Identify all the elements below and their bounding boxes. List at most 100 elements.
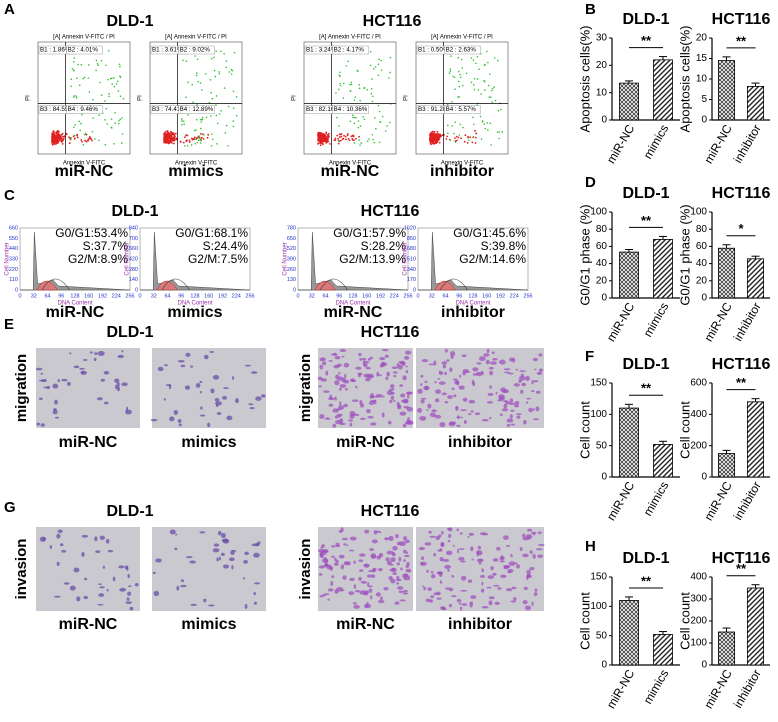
event-dot bbox=[104, 100, 106, 102]
y-axis-label: PI bbox=[138, 95, 144, 101]
cell-blob bbox=[73, 567, 80, 573]
cell-blob bbox=[392, 545, 398, 551]
group-label: inhibitor bbox=[441, 304, 505, 321]
event-dot bbox=[327, 140, 330, 143]
cell-blob bbox=[370, 393, 374, 398]
phase-stat: G2/M:7.5% bbox=[188, 252, 248, 266]
cell-blob bbox=[510, 409, 515, 412]
event-dot bbox=[378, 58, 380, 61]
cell-blob bbox=[220, 533, 226, 539]
cell-blob bbox=[352, 399, 359, 402]
cell-blob bbox=[478, 561, 482, 565]
cell-blob bbox=[222, 538, 230, 544]
cell-blob bbox=[343, 543, 347, 546]
cell-blob bbox=[59, 543, 64, 547]
cell-blob bbox=[54, 416, 60, 419]
cell-blob bbox=[352, 602, 357, 605]
event-dot bbox=[88, 135, 91, 138]
panel-label: H bbox=[585, 538, 596, 555]
cell-blob bbox=[107, 549, 114, 553]
cell-blob bbox=[323, 593, 330, 596]
row-label: invasion bbox=[297, 539, 314, 600]
cell-blob bbox=[370, 356, 374, 360]
cell-blob bbox=[453, 378, 458, 381]
event-dot bbox=[351, 114, 354, 117]
cell-blob bbox=[468, 399, 476, 404]
micrograph bbox=[416, 348, 544, 428]
event-dot bbox=[212, 138, 214, 141]
cell-blob bbox=[520, 389, 524, 394]
event-dot bbox=[473, 77, 476, 80]
y-tick-label: 60 bbox=[596, 241, 608, 252]
event-dot bbox=[452, 75, 454, 78]
chart-title: HCT116 bbox=[712, 185, 771, 202]
cell-blob bbox=[396, 562, 401, 566]
cell-blob bbox=[355, 366, 362, 370]
y-tick-label: 80 bbox=[596, 224, 608, 235]
cell-blob bbox=[248, 403, 254, 406]
event-dot bbox=[339, 75, 341, 78]
event-dot bbox=[501, 131, 503, 133]
event-dot bbox=[215, 50, 217, 52]
y-tick-label: 660 bbox=[9, 225, 18, 231]
cell-blob bbox=[420, 556, 425, 560]
cell-blob bbox=[429, 535, 436, 538]
event-dot bbox=[62, 135, 64, 138]
event-dot bbox=[491, 87, 494, 90]
cell-blob bbox=[390, 391, 395, 395]
event-dot bbox=[91, 139, 93, 142]
cell-blob bbox=[498, 396, 505, 401]
event-dot bbox=[346, 134, 349, 137]
y-tick-label: 0 bbox=[701, 660, 707, 671]
cell-blob bbox=[174, 547, 178, 551]
cell-blob bbox=[439, 422, 446, 428]
event-dot bbox=[56, 132, 59, 135]
event-dot bbox=[344, 135, 347, 138]
cell-blob bbox=[508, 402, 515, 406]
event-dot bbox=[169, 138, 172, 141]
cell-blob bbox=[513, 383, 520, 387]
cell-blob bbox=[199, 390, 202, 394]
cell-blob bbox=[522, 533, 526, 538]
cell-blob bbox=[333, 562, 339, 566]
event-dot bbox=[193, 136, 196, 139]
cell-blob bbox=[212, 374, 220, 380]
x-tick-label: 128 bbox=[70, 293, 79, 299]
cell-blob bbox=[447, 395, 453, 399]
cell-blob bbox=[480, 588, 485, 593]
cell-blob bbox=[212, 548, 220, 553]
bar bbox=[619, 82, 639, 121]
cell-blob bbox=[502, 400, 509, 403]
event-dot bbox=[201, 89, 203, 91]
cell-blob bbox=[353, 584, 357, 589]
cell-blob bbox=[461, 603, 468, 606]
event-dot bbox=[484, 127, 487, 130]
y-tick-label: 520 bbox=[287, 246, 296, 252]
event-dot bbox=[194, 142, 197, 145]
cell-blob bbox=[329, 394, 333, 400]
cell-blob bbox=[460, 589, 468, 592]
event-dot bbox=[194, 55, 196, 57]
significance-label: ** bbox=[736, 375, 747, 390]
cell-blob bbox=[420, 374, 424, 378]
cell-blob bbox=[424, 385, 429, 390]
x-tick-label: 64 bbox=[322, 293, 328, 299]
y-tick-label: 100 bbox=[690, 207, 707, 218]
quadrant-label: B2 : 2.63% bbox=[446, 47, 477, 54]
x-tick-label: mimics bbox=[641, 122, 672, 161]
group-label: miR-NC bbox=[59, 616, 118, 633]
cell-blob bbox=[173, 409, 179, 415]
cell-blob bbox=[532, 357, 538, 362]
event-dot bbox=[203, 134, 205, 136]
cell-blob bbox=[510, 600, 517, 603]
y-tick-label: 200 bbox=[690, 616, 707, 627]
cell-blob bbox=[359, 553, 366, 557]
event-dot bbox=[98, 139, 100, 142]
event-dot bbox=[196, 141, 199, 144]
event-dot bbox=[488, 84, 490, 87]
cell-blob bbox=[507, 568, 514, 573]
y-tick-label: 60 bbox=[696, 241, 708, 252]
group-label: mimics bbox=[181, 434, 236, 451]
cell-blob bbox=[511, 586, 517, 590]
y-axis-label: PI bbox=[26, 95, 32, 101]
